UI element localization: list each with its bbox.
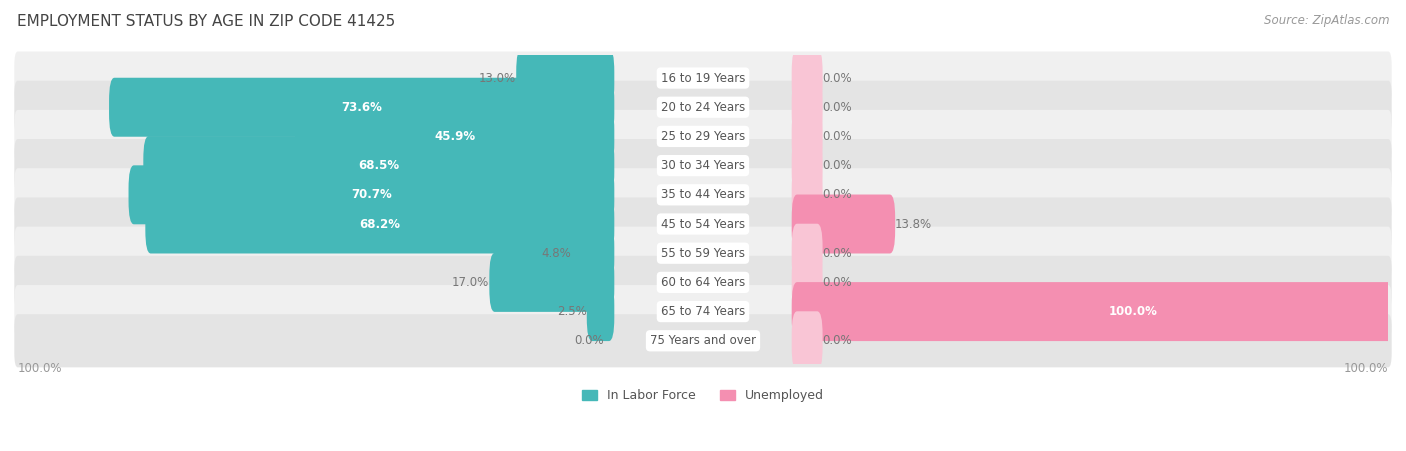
Text: 68.2%: 68.2% (360, 217, 401, 230)
Legend: In Labor Force, Unemployed: In Labor Force, Unemployed (576, 384, 830, 407)
FancyBboxPatch shape (14, 285, 1392, 338)
Text: 25 to 29 Years: 25 to 29 Years (661, 130, 745, 143)
FancyBboxPatch shape (516, 49, 614, 107)
FancyBboxPatch shape (792, 136, 823, 195)
FancyBboxPatch shape (489, 253, 614, 312)
Text: 30 to 34 Years: 30 to 34 Years (661, 159, 745, 172)
FancyBboxPatch shape (792, 311, 823, 370)
Text: 70.7%: 70.7% (352, 189, 392, 201)
Text: 2.5%: 2.5% (557, 305, 586, 318)
Text: 45.9%: 45.9% (434, 130, 475, 143)
Text: 13.8%: 13.8% (896, 217, 932, 230)
Text: 16 to 19 Years: 16 to 19 Years (661, 72, 745, 84)
FancyBboxPatch shape (14, 81, 1392, 134)
Text: 0.0%: 0.0% (574, 334, 603, 347)
Text: 55 to 59 Years: 55 to 59 Years (661, 247, 745, 260)
Text: 65 to 74 Years: 65 to 74 Years (661, 305, 745, 318)
Text: 0.0%: 0.0% (823, 101, 852, 114)
Text: 17.0%: 17.0% (453, 276, 489, 289)
Text: Source: ZipAtlas.com: Source: ZipAtlas.com (1264, 14, 1389, 27)
FancyBboxPatch shape (295, 107, 614, 166)
Text: EMPLOYMENT STATUS BY AGE IN ZIP CODE 41425: EMPLOYMENT STATUS BY AGE IN ZIP CODE 414… (17, 14, 395, 28)
Text: 0.0%: 0.0% (823, 334, 852, 347)
FancyBboxPatch shape (14, 256, 1392, 309)
Text: 73.6%: 73.6% (342, 101, 382, 114)
Text: 0.0%: 0.0% (823, 72, 852, 84)
FancyBboxPatch shape (792, 282, 1406, 341)
Text: 68.5%: 68.5% (359, 159, 399, 172)
Text: 60 to 64 Years: 60 to 64 Years (661, 276, 745, 289)
Text: 0.0%: 0.0% (823, 189, 852, 201)
Text: 100.0%: 100.0% (1344, 362, 1388, 375)
FancyBboxPatch shape (14, 168, 1392, 221)
Text: 35 to 44 Years: 35 to 44 Years (661, 189, 745, 201)
Text: 0.0%: 0.0% (823, 130, 852, 143)
Text: 20 to 24 Years: 20 to 24 Years (661, 101, 745, 114)
FancyBboxPatch shape (792, 166, 823, 224)
Text: 0.0%: 0.0% (823, 276, 852, 289)
FancyBboxPatch shape (145, 194, 614, 253)
FancyBboxPatch shape (571, 224, 614, 283)
FancyBboxPatch shape (143, 136, 614, 195)
Text: 0.0%: 0.0% (823, 247, 852, 260)
Text: 75 Years and over: 75 Years and over (650, 334, 756, 347)
FancyBboxPatch shape (792, 194, 896, 253)
Text: 4.8%: 4.8% (541, 247, 571, 260)
FancyBboxPatch shape (586, 282, 614, 341)
Text: 45 to 54 Years: 45 to 54 Years (661, 217, 745, 230)
FancyBboxPatch shape (14, 314, 1392, 368)
FancyBboxPatch shape (14, 110, 1392, 163)
FancyBboxPatch shape (792, 253, 823, 312)
FancyBboxPatch shape (792, 49, 823, 107)
FancyBboxPatch shape (14, 139, 1392, 192)
FancyBboxPatch shape (14, 227, 1392, 280)
Text: 0.0%: 0.0% (823, 159, 852, 172)
Text: 100.0%: 100.0% (18, 362, 62, 375)
FancyBboxPatch shape (14, 51, 1392, 105)
FancyBboxPatch shape (792, 224, 823, 283)
FancyBboxPatch shape (14, 198, 1392, 251)
FancyBboxPatch shape (792, 107, 823, 166)
FancyBboxPatch shape (128, 166, 614, 224)
Text: 13.0%: 13.0% (479, 72, 516, 84)
FancyBboxPatch shape (110, 78, 614, 137)
Text: 100.0%: 100.0% (1108, 305, 1157, 318)
FancyBboxPatch shape (792, 78, 823, 137)
